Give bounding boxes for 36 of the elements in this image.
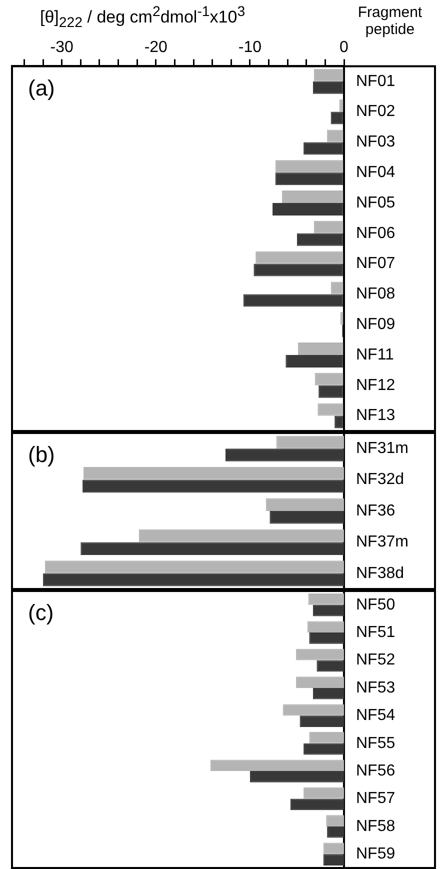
y-tick-label: NF58 — [356, 818, 396, 835]
annotation: (b) — [28, 442, 55, 468]
y-tick-label: NF57 — [356, 790, 396, 808]
annotation: (c) — [28, 600, 54, 626]
annotation: (a) — [28, 75, 55, 100]
y-tick-label: NF13 — [356, 407, 396, 424]
y-tick-label: NF09 — [356, 316, 396, 334]
y-tick-label: NF50 — [356, 596, 396, 614]
y-tick-label: NF52 — [356, 652, 396, 669]
x-tick-label: -30 — [50, 39, 74, 56]
y-tick-label: NF56 — [356, 762, 396, 780]
y-tick-label: NF08 — [356, 286, 396, 303]
y-tick-label: NF03 — [356, 134, 396, 151]
y-tick-label: NF01 — [356, 72, 396, 90]
x-tick-label: -20 — [144, 39, 168, 56]
y-tick-label: NF05 — [356, 194, 396, 212]
y-tick-label: NF38d — [356, 564, 404, 582]
y-axis-title: Fragment peptide — [356, 4, 424, 38]
y-tick-label: NF37m — [356, 534, 408, 551]
y-tick-label: NF51 — [356, 624, 396, 641]
x-tick-label: 0 — [340, 39, 349, 56]
y-tick-label: NF06 — [356, 224, 396, 242]
y-tick-label: NF07 — [356, 255, 396, 272]
y-tick-label: NF04 — [356, 164, 396, 182]
y-tick-label: NF12 — [356, 376, 396, 394]
y-tick-label: NF59 — [356, 846, 396, 863]
x-tick-label: -10 — [238, 39, 262, 56]
y-tick-label: NF53 — [356, 679, 396, 696]
y-tick-label: NF55 — [356, 734, 396, 752]
y-tick-label: NF02 — [356, 103, 396, 120]
x-axis-title: [θ]$_{222}$ / deg cm$^{2}$dmol$^{-1}$x10$^{3}$ — [40, 4, 246, 32]
y-tick-label: NF54 — [356, 707, 396, 724]
y-tick-label: NF31m — [356, 440, 408, 458]
y-tick-label: NF36 — [356, 502, 396, 520]
y-tick-label: NF32d — [356, 471, 404, 488]
y-tick-label: NF11 — [356, 346, 394, 364]
